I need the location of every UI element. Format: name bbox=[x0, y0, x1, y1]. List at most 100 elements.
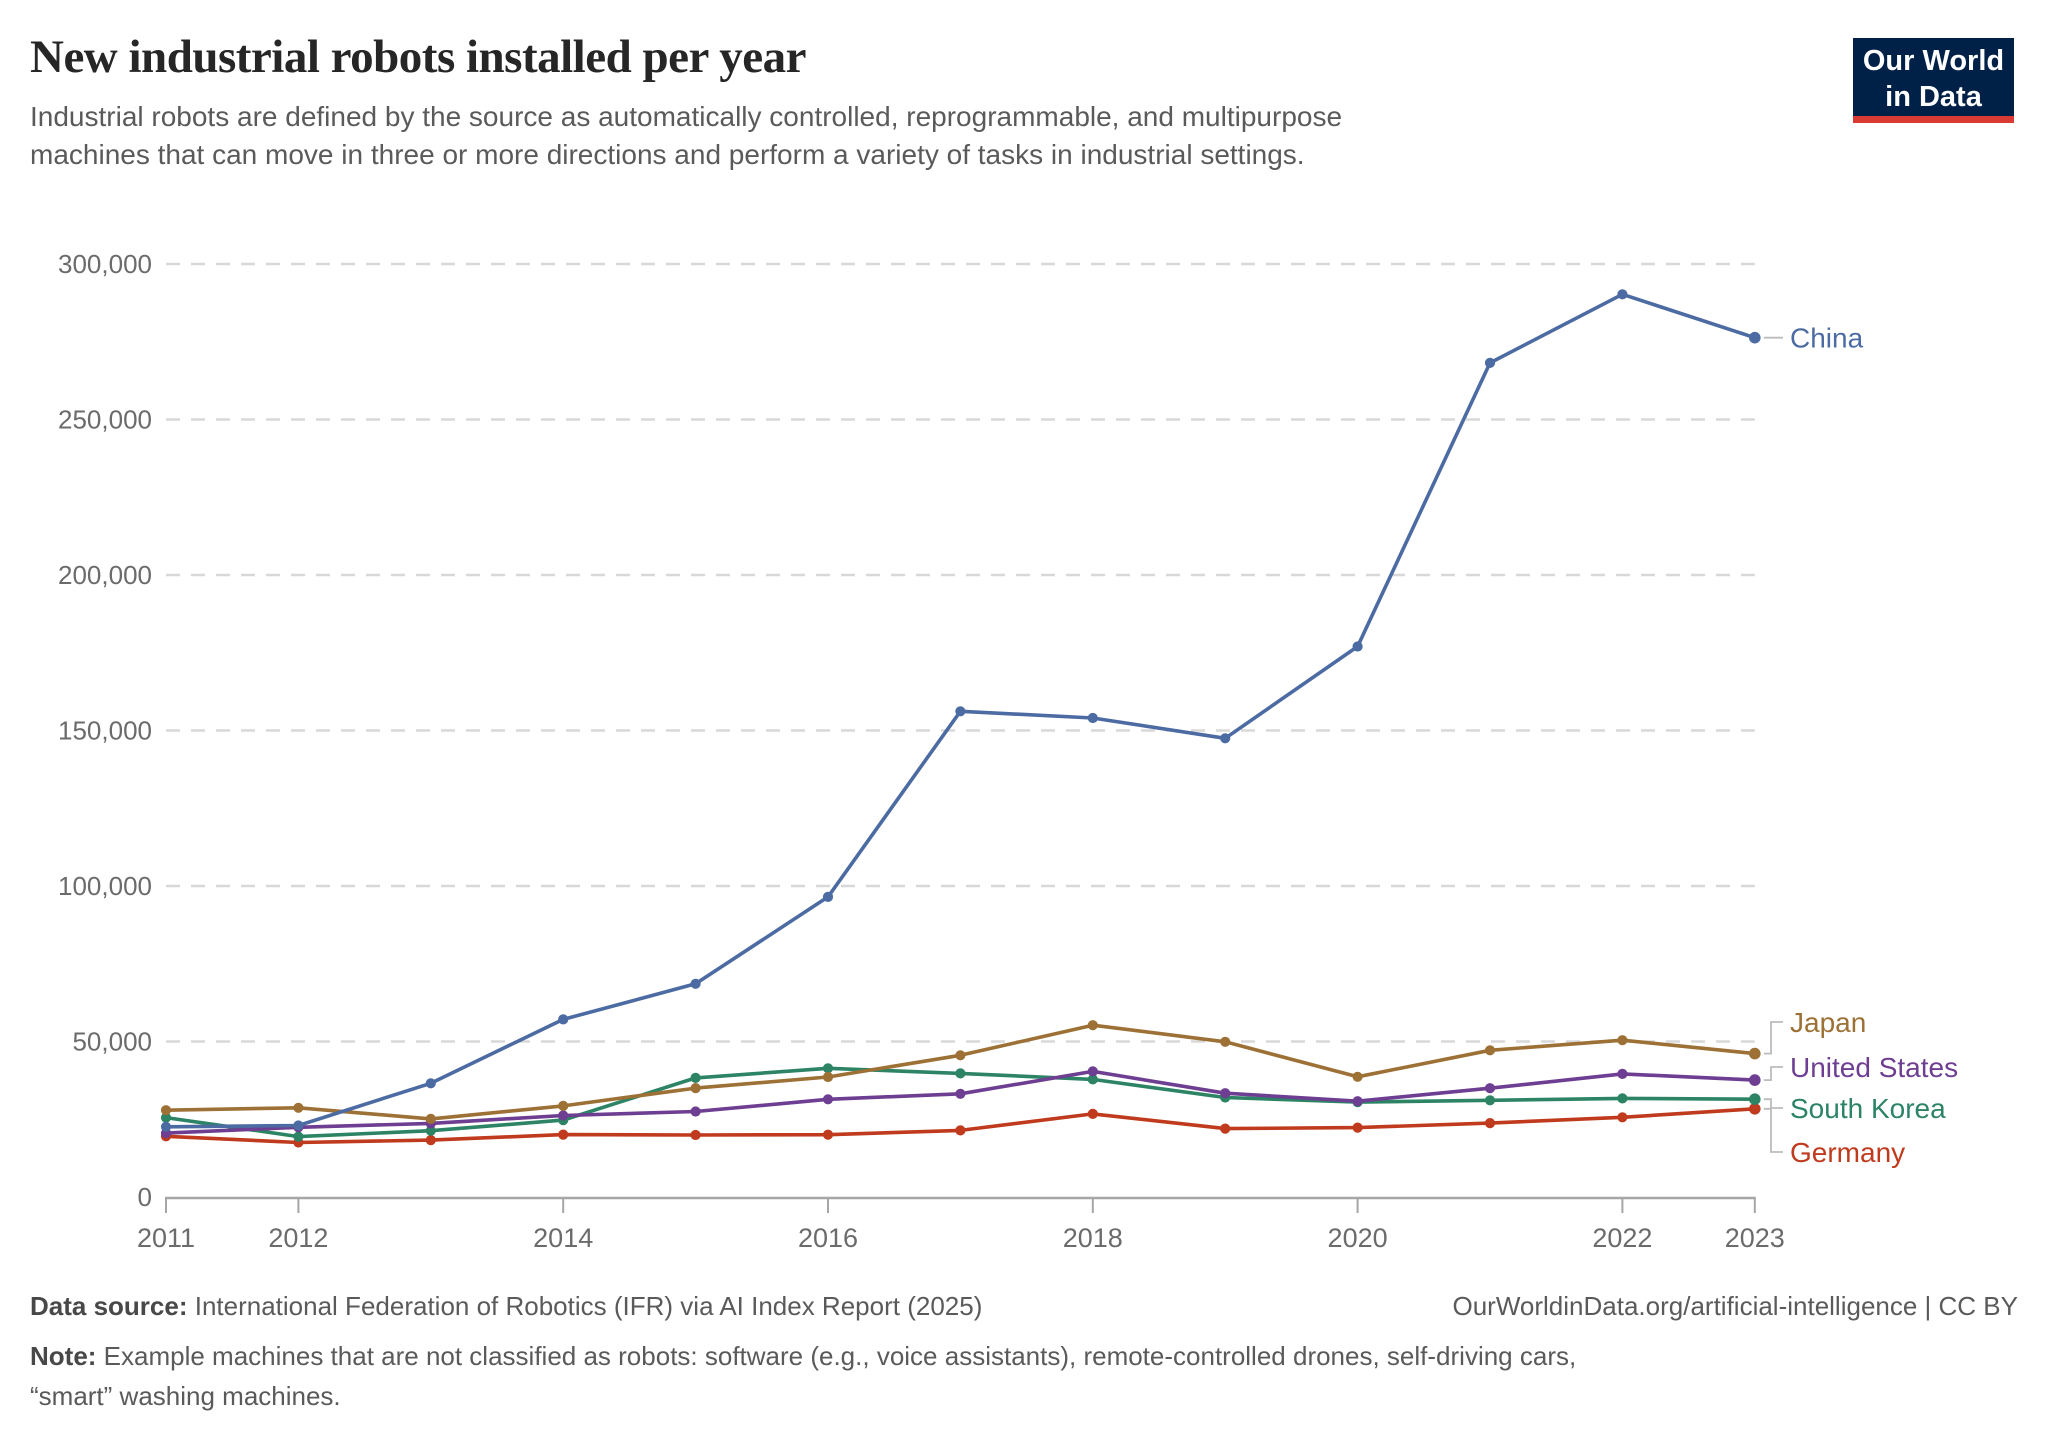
x-axis: 2011 2012 2014 2016 2018 2020 2022 2023 bbox=[137, 1196, 1785, 1253]
data-point[interactable] bbox=[1484, 1095, 1496, 1106]
data-point[interactable] bbox=[1087, 712, 1098, 724]
series-label-connector bbox=[1763, 1107, 1783, 1153]
series-china[interactable] bbox=[160, 289, 1761, 1132]
data-point[interactable] bbox=[1749, 1074, 1761, 1086]
data-point[interactable] bbox=[1352, 641, 1363, 652]
owid-logo[interactable]: Our World in Data bbox=[1853, 38, 2014, 123]
data-point[interactable] bbox=[1617, 1112, 1628, 1123]
owid-logo-line1: Our World bbox=[1862, 45, 2005, 77]
x-tick-label: 2016 bbox=[798, 1223, 858, 1253]
data-point[interactable] bbox=[160, 1105, 172, 1116]
footnote-label: Note: bbox=[30, 1341, 97, 1371]
x-tick-label: 2014 bbox=[533, 1223, 593, 1253]
data-point[interactable] bbox=[1749, 1093, 1761, 1105]
series-label-connector bbox=[1763, 1098, 1783, 1109]
series-label-china[interactable]: China bbox=[1790, 323, 1864, 354]
series-label-united-states[interactable]: United States bbox=[1790, 1052, 1958, 1083]
y-tick-label: 150,000 bbox=[58, 716, 152, 746]
x-tick-label: 2012 bbox=[268, 1223, 328, 1253]
data-source: Data source: International Federation of… bbox=[30, 1291, 982, 1322]
data-point[interactable] bbox=[822, 1071, 834, 1083]
data-point[interactable] bbox=[293, 1120, 304, 1131]
data-point[interactable] bbox=[1484, 1083, 1496, 1094]
data-point[interactable] bbox=[558, 1129, 569, 1140]
data-point[interactable] bbox=[1617, 289, 1628, 300]
data-point[interactable] bbox=[160, 1112, 172, 1123]
data-point[interactable] bbox=[1220, 733, 1231, 744]
y-tick-label: 250,000 bbox=[58, 405, 152, 435]
x-tick-label: 2018 bbox=[1063, 1223, 1123, 1253]
data-point[interactable] bbox=[1087, 1020, 1098, 1031]
data-point[interactable] bbox=[822, 1094, 834, 1105]
y-tick-label: 300,000 bbox=[58, 249, 152, 279]
y-tick-label: 0 bbox=[138, 1182, 152, 1212]
data-point[interactable] bbox=[1617, 1035, 1628, 1046]
data-point[interactable] bbox=[955, 1050, 966, 1061]
x-tick-label: 2011 bbox=[137, 1223, 195, 1253]
owid-link[interactable]: OurWorldinData.org/artificial-intelligen… bbox=[1452, 1291, 2019, 1321]
data-point[interactable] bbox=[425, 1078, 436, 1089]
data-point[interactable] bbox=[1220, 1088, 1231, 1099]
data-point[interactable] bbox=[1484, 357, 1496, 368]
data-point[interactable] bbox=[558, 1100, 569, 1111]
data-point[interactable] bbox=[1087, 1108, 1098, 1119]
data-source-label: Data source: bbox=[30, 1291, 188, 1321]
data-point[interactable] bbox=[293, 1131, 304, 1142]
data-point[interactable] bbox=[1749, 331, 1761, 344]
data-point[interactable] bbox=[955, 1088, 966, 1099]
data-point[interactable] bbox=[690, 1129, 701, 1141]
data-point[interactable] bbox=[558, 1110, 569, 1121]
y-gridlines: 0 50,000 100,000 150,000 200,000 250,000 300,0… bbox=[58, 249, 1755, 1212]
footnote-text: Example machines that are not classified… bbox=[30, 1341, 1577, 1411]
data-point[interactable] bbox=[955, 1125, 966, 1136]
y-tick-label: 100,000 bbox=[58, 871, 152, 901]
x-tick-label: 2022 bbox=[1592, 1223, 1652, 1253]
data-point[interactable] bbox=[1220, 1123, 1231, 1134]
data-point[interactable] bbox=[1617, 1093, 1628, 1104]
data-point[interactable] bbox=[1220, 1036, 1231, 1047]
x-tick-label: 2023 bbox=[1725, 1223, 1785, 1253]
series-label-japan[interactable]: Japan bbox=[1790, 1007, 1866, 1038]
data-point[interactable] bbox=[1087, 1066, 1098, 1077]
data-point[interactable] bbox=[690, 978, 701, 989]
footnote: Note: Example machines that are not clas… bbox=[30, 1336, 1590, 1416]
chart-footer: Data source: International Federation of… bbox=[30, 1291, 2018, 1322]
data-point[interactable] bbox=[690, 1072, 701, 1083]
series-label-germany[interactable]: Germany bbox=[1790, 1137, 1905, 1168]
data-point[interactable] bbox=[955, 1068, 966, 1079]
y-tick-label: 200,000 bbox=[58, 560, 152, 590]
data-point[interactable] bbox=[690, 1106, 701, 1117]
data-source-text: International Federation of Robotics (IF… bbox=[194, 1291, 983, 1321]
data-point[interactable] bbox=[1484, 1045, 1496, 1056]
data-point[interactable] bbox=[558, 1014, 569, 1025]
data-point[interactable] bbox=[425, 1135, 436, 1146]
data-point[interactable] bbox=[1352, 1071, 1363, 1082]
data-point[interactable] bbox=[822, 891, 834, 903]
chart-subtitle: Industrial robots are defined by the sou… bbox=[30, 101, 1343, 170]
series-label-connector bbox=[1763, 1066, 1783, 1081]
data-point[interactable] bbox=[425, 1125, 436, 1136]
x-tick-label: 2020 bbox=[1328, 1223, 1388, 1253]
owid-logo-line2: in Data bbox=[1885, 81, 1982, 113]
data-point[interactable] bbox=[293, 1102, 304, 1113]
data-point[interactable] bbox=[1352, 1122, 1363, 1133]
data-point[interactable] bbox=[822, 1063, 834, 1074]
data-point[interactable] bbox=[1617, 1068, 1628, 1079]
data-point[interactable] bbox=[955, 706, 966, 717]
data-point[interactable] bbox=[1749, 1103, 1761, 1115]
data-point[interactable] bbox=[425, 1113, 436, 1124]
series-line[interactable] bbox=[164, 1069, 1757, 1135]
series-label-south-korea[interactable]: South Korea bbox=[1790, 1093, 1946, 1124]
data-point[interactable] bbox=[1484, 1118, 1496, 1129]
data-point[interactable] bbox=[1087, 1074, 1098, 1085]
data-point[interactable] bbox=[822, 1129, 834, 1140]
series-label-connector bbox=[1763, 1021, 1783, 1055]
data-point[interactable] bbox=[1749, 1047, 1761, 1060]
data-point[interactable] bbox=[690, 1083, 701, 1094]
data-point[interactable] bbox=[160, 1121, 172, 1132]
series-japan[interactable] bbox=[160, 1020, 1761, 1124]
y-tick-label: 50,000 bbox=[72, 1027, 152, 1057]
data-point[interactable] bbox=[1352, 1096, 1363, 1107]
